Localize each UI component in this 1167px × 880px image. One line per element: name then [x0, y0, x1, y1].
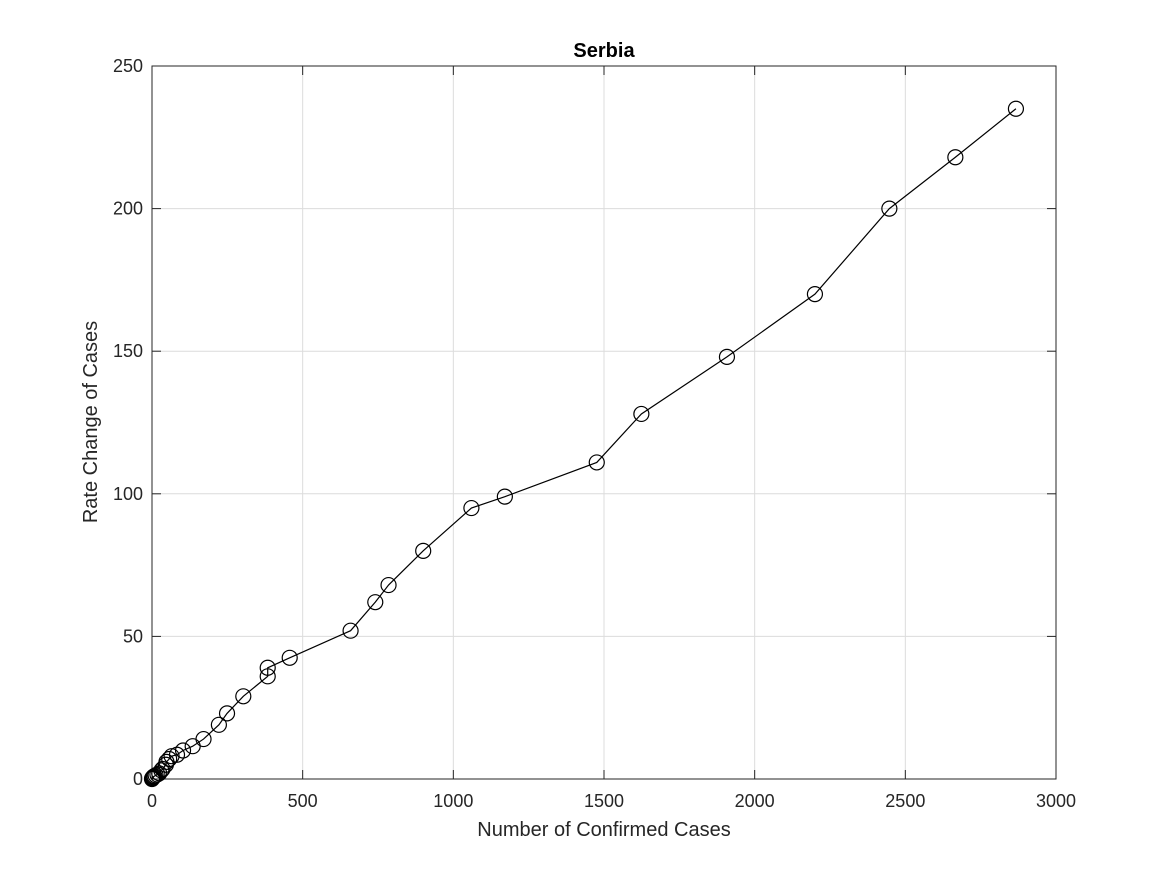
data-point: [463, 499, 480, 517]
data-point: [281, 649, 298, 666]
data-point: [947, 149, 964, 166]
data-point: [149, 766, 166, 783]
data-point: [496, 488, 513, 505]
y-axis-label: Rate Change of Cases: [80, 321, 102, 523]
data-point: [259, 668, 276, 685]
x-tick-label: 2000: [735, 791, 775, 811]
x-tick-label: 1500: [584, 791, 624, 811]
data-point: [380, 576, 397, 594]
data-point: [718, 348, 736, 366]
y-tick-label: 0: [133, 769, 143, 789]
y-tick-label: 150: [113, 341, 143, 361]
y-tick-label: 100: [113, 484, 143, 504]
tick-labels: 0 500 1000 1500 2000 2500 3000 0 50 100 150 200 250: [113, 56, 1076, 811]
data-point: [806, 286, 824, 303]
data-point: [367, 594, 384, 611]
data-point: [588, 454, 605, 471]
x-tick-label: 2500: [885, 791, 925, 811]
data-point: [259, 659, 276, 676]
ticks: [151, 65, 1057, 780]
data-point: [151, 765, 168, 782]
data-point: [210, 716, 227, 733]
x-tick-label: 500: [288, 791, 318, 811]
x-tick-label: 1000: [433, 791, 473, 811]
data-point: [161, 750, 178, 768]
data-point: [415, 542, 432, 559]
data-point: [235, 688, 252, 705]
series: [143, 100, 1025, 788]
data-point: [168, 746, 186, 763]
chart-title: Serbia: [573, 40, 635, 62]
data-point: [195, 730, 212, 748]
data-point: [633, 405, 650, 423]
y-tick-label: 50: [123, 626, 143, 646]
x-axis-label: Number of Confirmed Cases: [477, 819, 730, 841]
data-point: [342, 622, 359, 639]
x-tick-label: 0: [147, 791, 157, 811]
data-point: [153, 762, 170, 779]
y-tick-label: 250: [113, 56, 143, 76]
data-point: [174, 742, 192, 759]
x-tick-label: 3000: [1036, 791, 1076, 811]
data-point: [881, 200, 898, 217]
data-point: [218, 705, 236, 722]
y-tick-label: 200: [113, 199, 143, 219]
data-point: [1007, 100, 1025, 117]
